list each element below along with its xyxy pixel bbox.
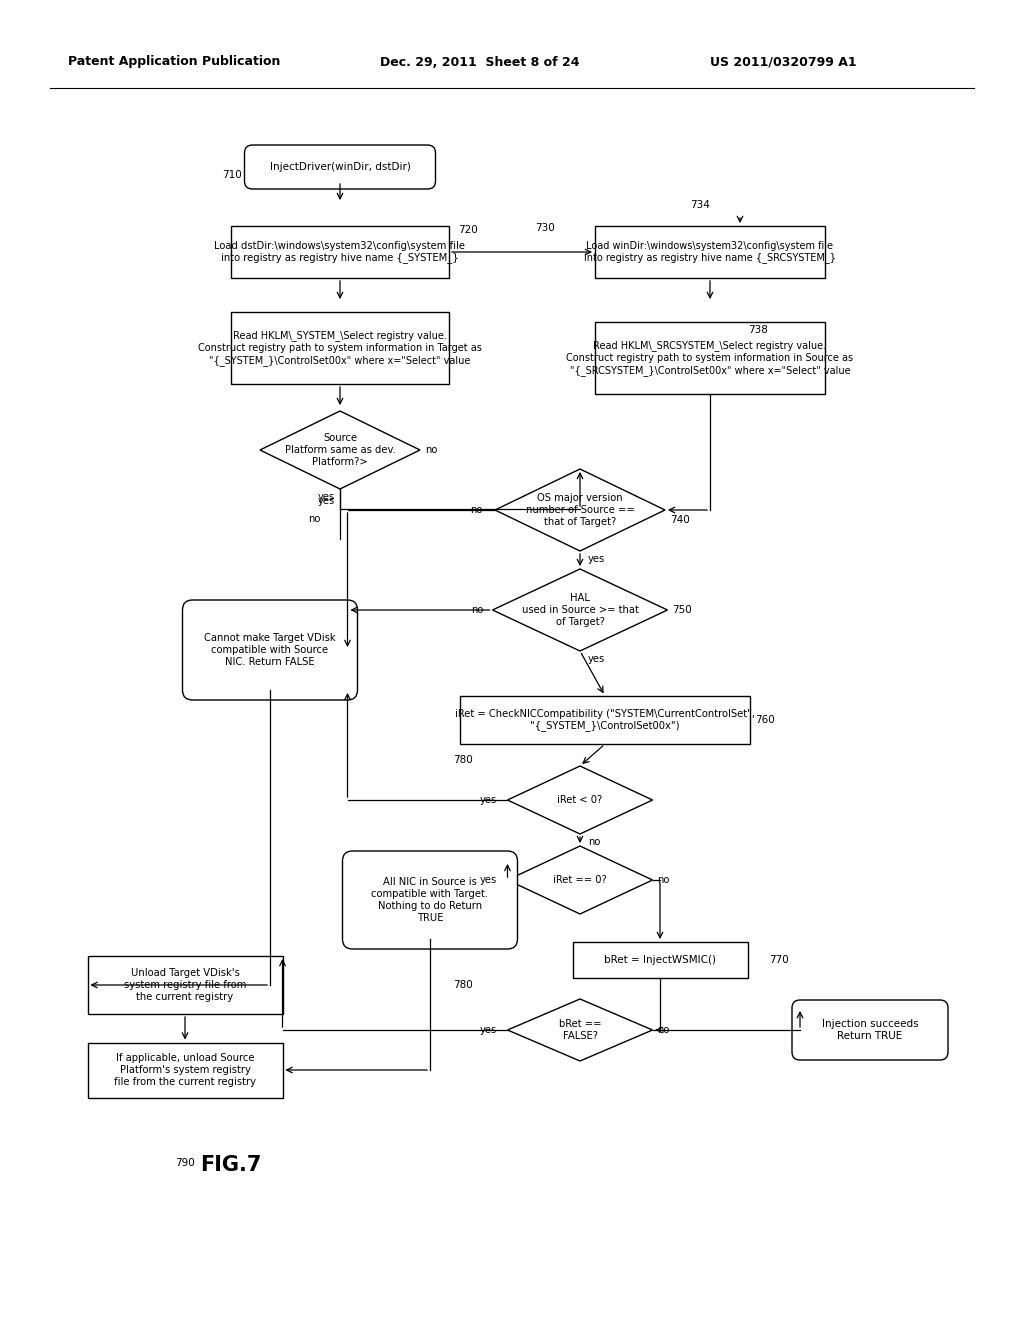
Polygon shape — [508, 846, 652, 913]
Text: yes: yes — [318, 496, 335, 506]
Text: HAL
used in Source >= that
of Target?: HAL used in Source >= that of Target? — [521, 593, 638, 627]
Text: no: no — [308, 513, 321, 524]
Text: OS major version
number of Source ==
that of Target?: OS major version number of Source == tha… — [525, 492, 635, 527]
Text: yes: yes — [588, 653, 605, 664]
Text: no: no — [471, 605, 483, 615]
Text: no: no — [470, 506, 482, 515]
Text: 710: 710 — [222, 170, 242, 180]
Text: yes: yes — [480, 875, 498, 884]
FancyBboxPatch shape — [342, 851, 517, 949]
Text: Dec. 29, 2011  Sheet 8 of 24: Dec. 29, 2011 Sheet 8 of 24 — [380, 55, 580, 69]
Text: 780: 780 — [453, 979, 473, 990]
FancyBboxPatch shape — [87, 1043, 283, 1097]
Text: Read HKLM\_SYSTEM_\Select registry value.
Construct registry path to system info: Read HKLM\_SYSTEM_\Select registry value… — [198, 330, 482, 366]
FancyBboxPatch shape — [595, 322, 825, 393]
Text: Cannot make Target VDisk
compatible with Source
NIC. Return FALSE: Cannot make Target VDisk compatible with… — [204, 634, 336, 667]
Text: no: no — [588, 837, 600, 847]
Text: iRet = CheckNICCompatibility ("SYSTEM\CurrentControlSet",
"{_SYSTEM_}\ControlSet: iRet = CheckNICCompatibility ("SYSTEM\Cu… — [455, 709, 755, 731]
Text: iRet == 0?: iRet == 0? — [553, 875, 607, 884]
Text: iRet < 0?: iRet < 0? — [557, 795, 603, 805]
Text: 734: 734 — [690, 201, 710, 210]
Text: no: no — [425, 445, 437, 455]
Text: Load dstDir:\windows\system32\config\system file
into registry as registry hive : Load dstDir:\windows\system32\config\sys… — [214, 240, 466, 264]
Polygon shape — [508, 766, 652, 834]
Text: Patent Application Publication: Patent Application Publication — [68, 55, 281, 69]
Text: If applicable, unload Source
Platform's system registry
file from the current re: If applicable, unload Source Platform's … — [114, 1053, 256, 1086]
Polygon shape — [508, 999, 652, 1061]
Text: 730: 730 — [535, 223, 555, 234]
Text: 738: 738 — [748, 325, 768, 335]
Text: FIG.7: FIG.7 — [200, 1155, 261, 1175]
Text: 770: 770 — [769, 954, 788, 965]
FancyBboxPatch shape — [460, 696, 750, 744]
Polygon shape — [260, 411, 420, 488]
Text: US 2011/0320799 A1: US 2011/0320799 A1 — [710, 55, 857, 69]
Text: bRet ==
FALSE?: bRet == FALSE? — [559, 1019, 601, 1041]
Text: Source
Platform same as dev.
Platform?>: Source Platform same as dev. Platform?> — [285, 433, 395, 467]
Text: Read HKLM\_SRCSYSTEM_\Select registry value.
Construct registry path to system i: Read HKLM\_SRCSYSTEM_\Select registry va… — [566, 341, 854, 376]
Text: Unload Target VDisk's
system registry file from
the current registry: Unload Target VDisk's system registry fi… — [124, 968, 246, 1002]
Text: 740: 740 — [670, 515, 690, 525]
FancyBboxPatch shape — [572, 942, 748, 978]
FancyBboxPatch shape — [182, 601, 357, 700]
Text: yes: yes — [480, 1026, 498, 1035]
Text: 790: 790 — [175, 1158, 195, 1168]
Text: 720: 720 — [458, 224, 478, 235]
Text: bRet = InjectWSMIC(): bRet = InjectWSMIC() — [604, 954, 716, 965]
Text: yes: yes — [588, 554, 605, 564]
Text: 780: 780 — [453, 755, 473, 766]
FancyBboxPatch shape — [792, 1001, 948, 1060]
Text: yes: yes — [318, 492, 335, 502]
FancyBboxPatch shape — [595, 226, 825, 279]
Text: 750: 750 — [672, 605, 692, 615]
FancyBboxPatch shape — [231, 312, 449, 384]
Text: Injection succeeds
Return TRUE: Injection succeeds Return TRUE — [821, 1019, 919, 1041]
Text: InjectDriver(winDir, dstDir): InjectDriver(winDir, dstDir) — [269, 162, 411, 172]
FancyBboxPatch shape — [245, 145, 435, 189]
Text: no: no — [657, 875, 670, 884]
Text: All NIC in Source is
compatible with Target.
Nothing to do Return
TRUE: All NIC in Source is compatible with Tar… — [372, 876, 488, 923]
FancyBboxPatch shape — [87, 956, 283, 1014]
Text: no: no — [657, 1026, 670, 1035]
Text: 760: 760 — [755, 715, 775, 725]
Polygon shape — [493, 569, 668, 651]
Text: yes: yes — [480, 795, 498, 805]
FancyBboxPatch shape — [231, 226, 449, 279]
Text: Load winDir:\windows\system32\config\system file
into registry as registry hive : Load winDir:\windows\system32\config\sys… — [584, 240, 836, 264]
Polygon shape — [495, 469, 665, 550]
